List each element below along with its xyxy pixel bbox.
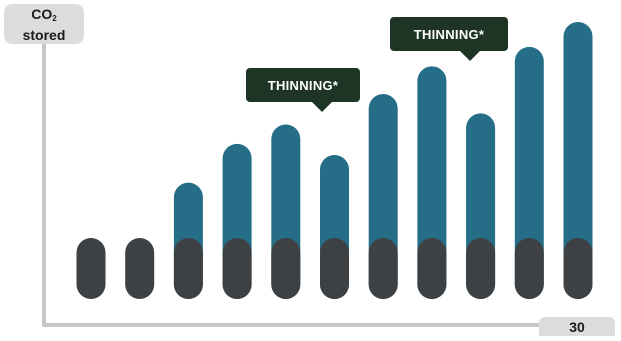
thinning-callout-text: THINNING* — [413, 26, 485, 42]
thinning-callout-text: THINNING* — [267, 77, 339, 93]
bar-base — [222, 238, 252, 299]
bar-base — [271, 238, 301, 299]
x-axis-end-tick: 30 — [539, 317, 615, 336]
bar-base — [417, 238, 447, 299]
thinning-callout: THINNING* — [246, 68, 360, 112]
bar-base — [563, 238, 593, 299]
bar-base — [76, 238, 106, 299]
y-axis-label: CO2 stored — [4, 4, 84, 44]
bars-group — [76, 22, 593, 300]
y-axis-label-stored: stored — [22, 26, 66, 43]
bar-base — [514, 238, 544, 299]
y-axis-label-co: CO — [31, 5, 53, 22]
bar-stored — [514, 46, 544, 300]
bar-base — [125, 238, 155, 299]
bar-stored — [563, 22, 593, 299]
thinning-callout: THINNING* — [390, 17, 508, 61]
bar-base — [368, 238, 398, 299]
bar-base — [173, 238, 203, 299]
bar-base — [466, 238, 496, 299]
y-axis-label-subscript: 2 — [52, 13, 57, 23]
bar-base — [320, 238, 349, 299]
